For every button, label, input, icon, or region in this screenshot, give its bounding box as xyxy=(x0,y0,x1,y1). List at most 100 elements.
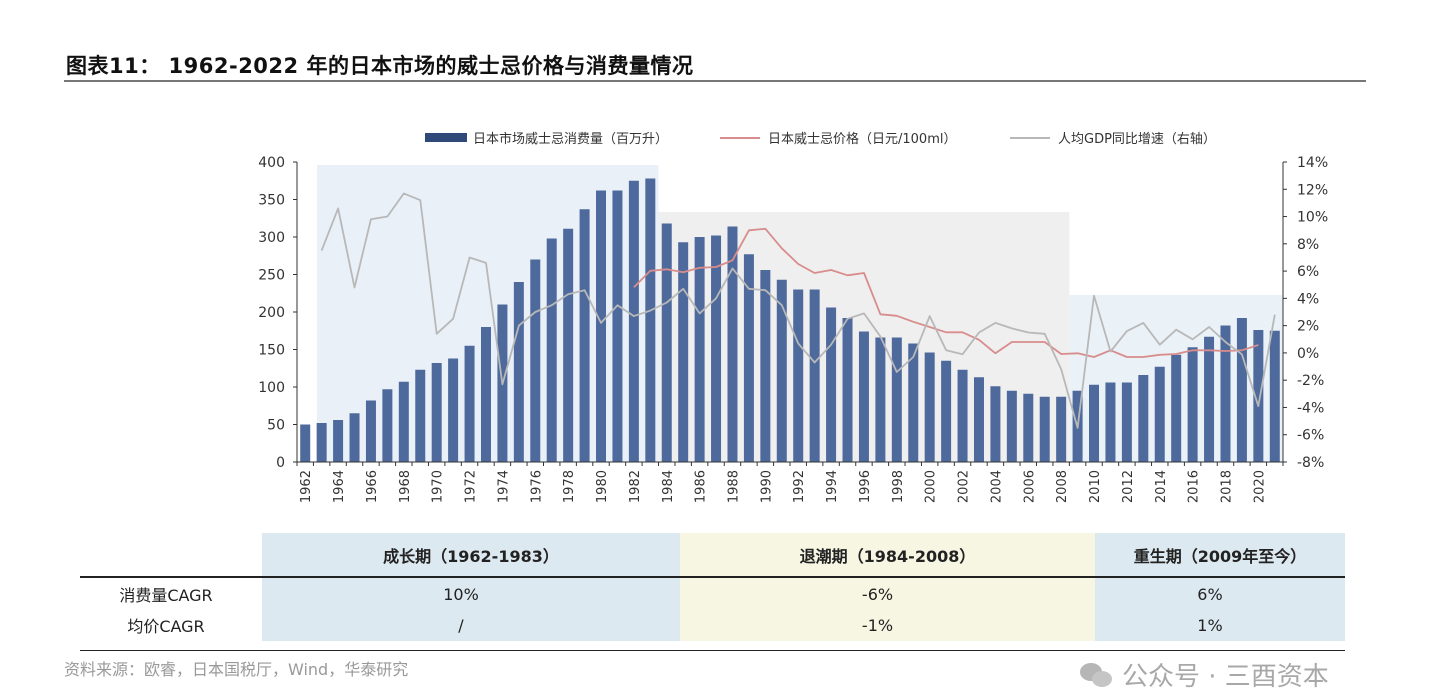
left-tick-label: 150 xyxy=(258,343,285,359)
bar-2021 xyxy=(1269,330,1280,462)
x-tick-label: 2002 xyxy=(957,470,972,503)
left-tick-label: 50 xyxy=(267,418,285,434)
x-tick-label: 2006 xyxy=(1022,470,1037,503)
x-tick-label: 2008 xyxy=(1055,470,1070,503)
table-bottom-rule xyxy=(80,650,1345,651)
watermark-text: 公众号 · 三酉资本 xyxy=(1122,662,1329,692)
x-tick-label: 1994 xyxy=(825,470,840,503)
bar-1977 xyxy=(546,238,557,462)
bar-1968 xyxy=(398,381,409,462)
x-tick-label: 2010 xyxy=(1088,470,1103,503)
bar-1971 xyxy=(448,358,459,462)
legend-label: 日本市场威士忌消费量（百万升） xyxy=(473,131,668,147)
bar-2006 xyxy=(1023,393,1034,462)
cagr-value: -6% xyxy=(861,584,894,604)
left-tick-label: 300 xyxy=(258,230,285,246)
bar-1964 xyxy=(333,420,344,462)
x-tick-label: 1998 xyxy=(891,470,906,503)
right-tick-label: 14% xyxy=(1297,155,1328,171)
x-tick-label: 1986 xyxy=(694,470,709,503)
title-divider xyxy=(64,80,1366,82)
bar-1969 xyxy=(415,369,426,462)
x-tick-label: 2014 xyxy=(1154,470,1169,503)
right-tick-label: 6% xyxy=(1297,264,1319,280)
bar-1963 xyxy=(316,423,327,462)
legend-swatch-bar xyxy=(425,133,467,142)
bar-2011 xyxy=(1105,382,1116,462)
bar-2004 xyxy=(990,386,1001,462)
right-tick-label: 12% xyxy=(1297,182,1328,198)
bar-1966 xyxy=(365,400,376,462)
row-label: 均价CAGR xyxy=(127,617,205,636)
x-tick-label: 1974 xyxy=(496,470,511,503)
bar-1992 xyxy=(793,289,804,462)
bar-1982 xyxy=(628,180,639,462)
bar-2007 xyxy=(1039,396,1050,462)
bar-1991 xyxy=(776,279,787,462)
x-tick-label: 1970 xyxy=(431,470,446,503)
bar-1998 xyxy=(891,337,902,462)
right-tick-label: -8% xyxy=(1297,455,1324,471)
cagr-value: 1% xyxy=(1197,615,1223,635)
bar-1988 xyxy=(727,226,738,462)
bar-2012 xyxy=(1121,382,1132,462)
bar-1985 xyxy=(678,242,689,462)
bar-1965 xyxy=(349,413,360,462)
right-tick-label: -6% xyxy=(1297,428,1324,444)
watermark: 公众号 · 三酉资本 xyxy=(1080,656,1329,693)
x-tick-label: 1988 xyxy=(726,470,741,503)
right-tick-label: 0% xyxy=(1297,346,1319,362)
phase-column-bg xyxy=(680,533,1095,641)
cagr-value: -1% xyxy=(861,615,894,635)
bar-1999 xyxy=(908,343,919,462)
bar-2020 xyxy=(1253,330,1264,462)
left-tick-label: 250 xyxy=(258,268,285,284)
bar-1967 xyxy=(382,389,393,462)
x-tick-label: 1972 xyxy=(464,470,479,503)
x-tick-label: 2018 xyxy=(1219,470,1234,503)
bar-1980 xyxy=(596,190,607,462)
legend-label: 日本威士忌价格（日元/100ml） xyxy=(768,131,956,147)
x-tick-label: 1976 xyxy=(529,470,544,503)
x-tick-label: 1978 xyxy=(562,470,577,503)
x-tick-label: 1966 xyxy=(365,470,380,503)
bar-1984 xyxy=(661,223,672,462)
bar-1987 xyxy=(711,235,722,462)
bar-1986 xyxy=(694,237,705,462)
right-tick-label: 2% xyxy=(1297,319,1319,335)
bar-1983 xyxy=(645,178,656,462)
left-tick-label: 0 xyxy=(276,455,285,471)
bar-1973 xyxy=(480,327,491,462)
x-tick-label: 2004 xyxy=(989,470,1004,503)
chart-title: 图表11： 1962-2022 年的日本市场的威士忌价格与消费量情况 xyxy=(66,54,694,78)
bar-2000 xyxy=(924,352,935,462)
phase-header: 成长期（1962-1983） xyxy=(383,547,559,566)
gdp-growth-line xyxy=(320,192,1276,429)
price-line xyxy=(633,227,1259,358)
x-tick-label: 2012 xyxy=(1121,470,1136,503)
bar-2016 xyxy=(1187,347,1198,462)
bar-1993 xyxy=(809,289,820,462)
phase-header: 退潮期（1984-2008） xyxy=(799,547,976,566)
x-tick-label: 1990 xyxy=(759,470,774,503)
bar-2001 xyxy=(941,360,952,462)
x-tick-label: 1984 xyxy=(661,470,676,503)
x-tick-label: 1980 xyxy=(595,470,610,503)
left-tick-label: 400 xyxy=(258,155,285,171)
x-tick-label: 1992 xyxy=(792,470,807,503)
right-tick-label: -2% xyxy=(1297,373,1324,389)
bar-1994 xyxy=(826,307,837,462)
bar-2018 xyxy=(1220,325,1231,462)
bar-2019 xyxy=(1236,318,1247,462)
phase-header: 重生期（2009年至今） xyxy=(1133,547,1307,566)
right-tick-label: -4% xyxy=(1297,400,1324,416)
right-tick-label: 4% xyxy=(1297,291,1319,307)
table-header-rule xyxy=(80,576,1345,578)
bar-2003 xyxy=(973,377,984,462)
bar-1997 xyxy=(875,337,886,462)
bar-1981 xyxy=(612,190,623,462)
wechat-icon xyxy=(1080,661,1114,689)
bar-1978 xyxy=(563,228,574,462)
whisky-chart: 0 50 100 150 200 250 300 350 400 -8% -6% -4% -2% 0% 2%… xyxy=(258,131,1328,503)
left-tick-label: 100 xyxy=(258,380,285,396)
